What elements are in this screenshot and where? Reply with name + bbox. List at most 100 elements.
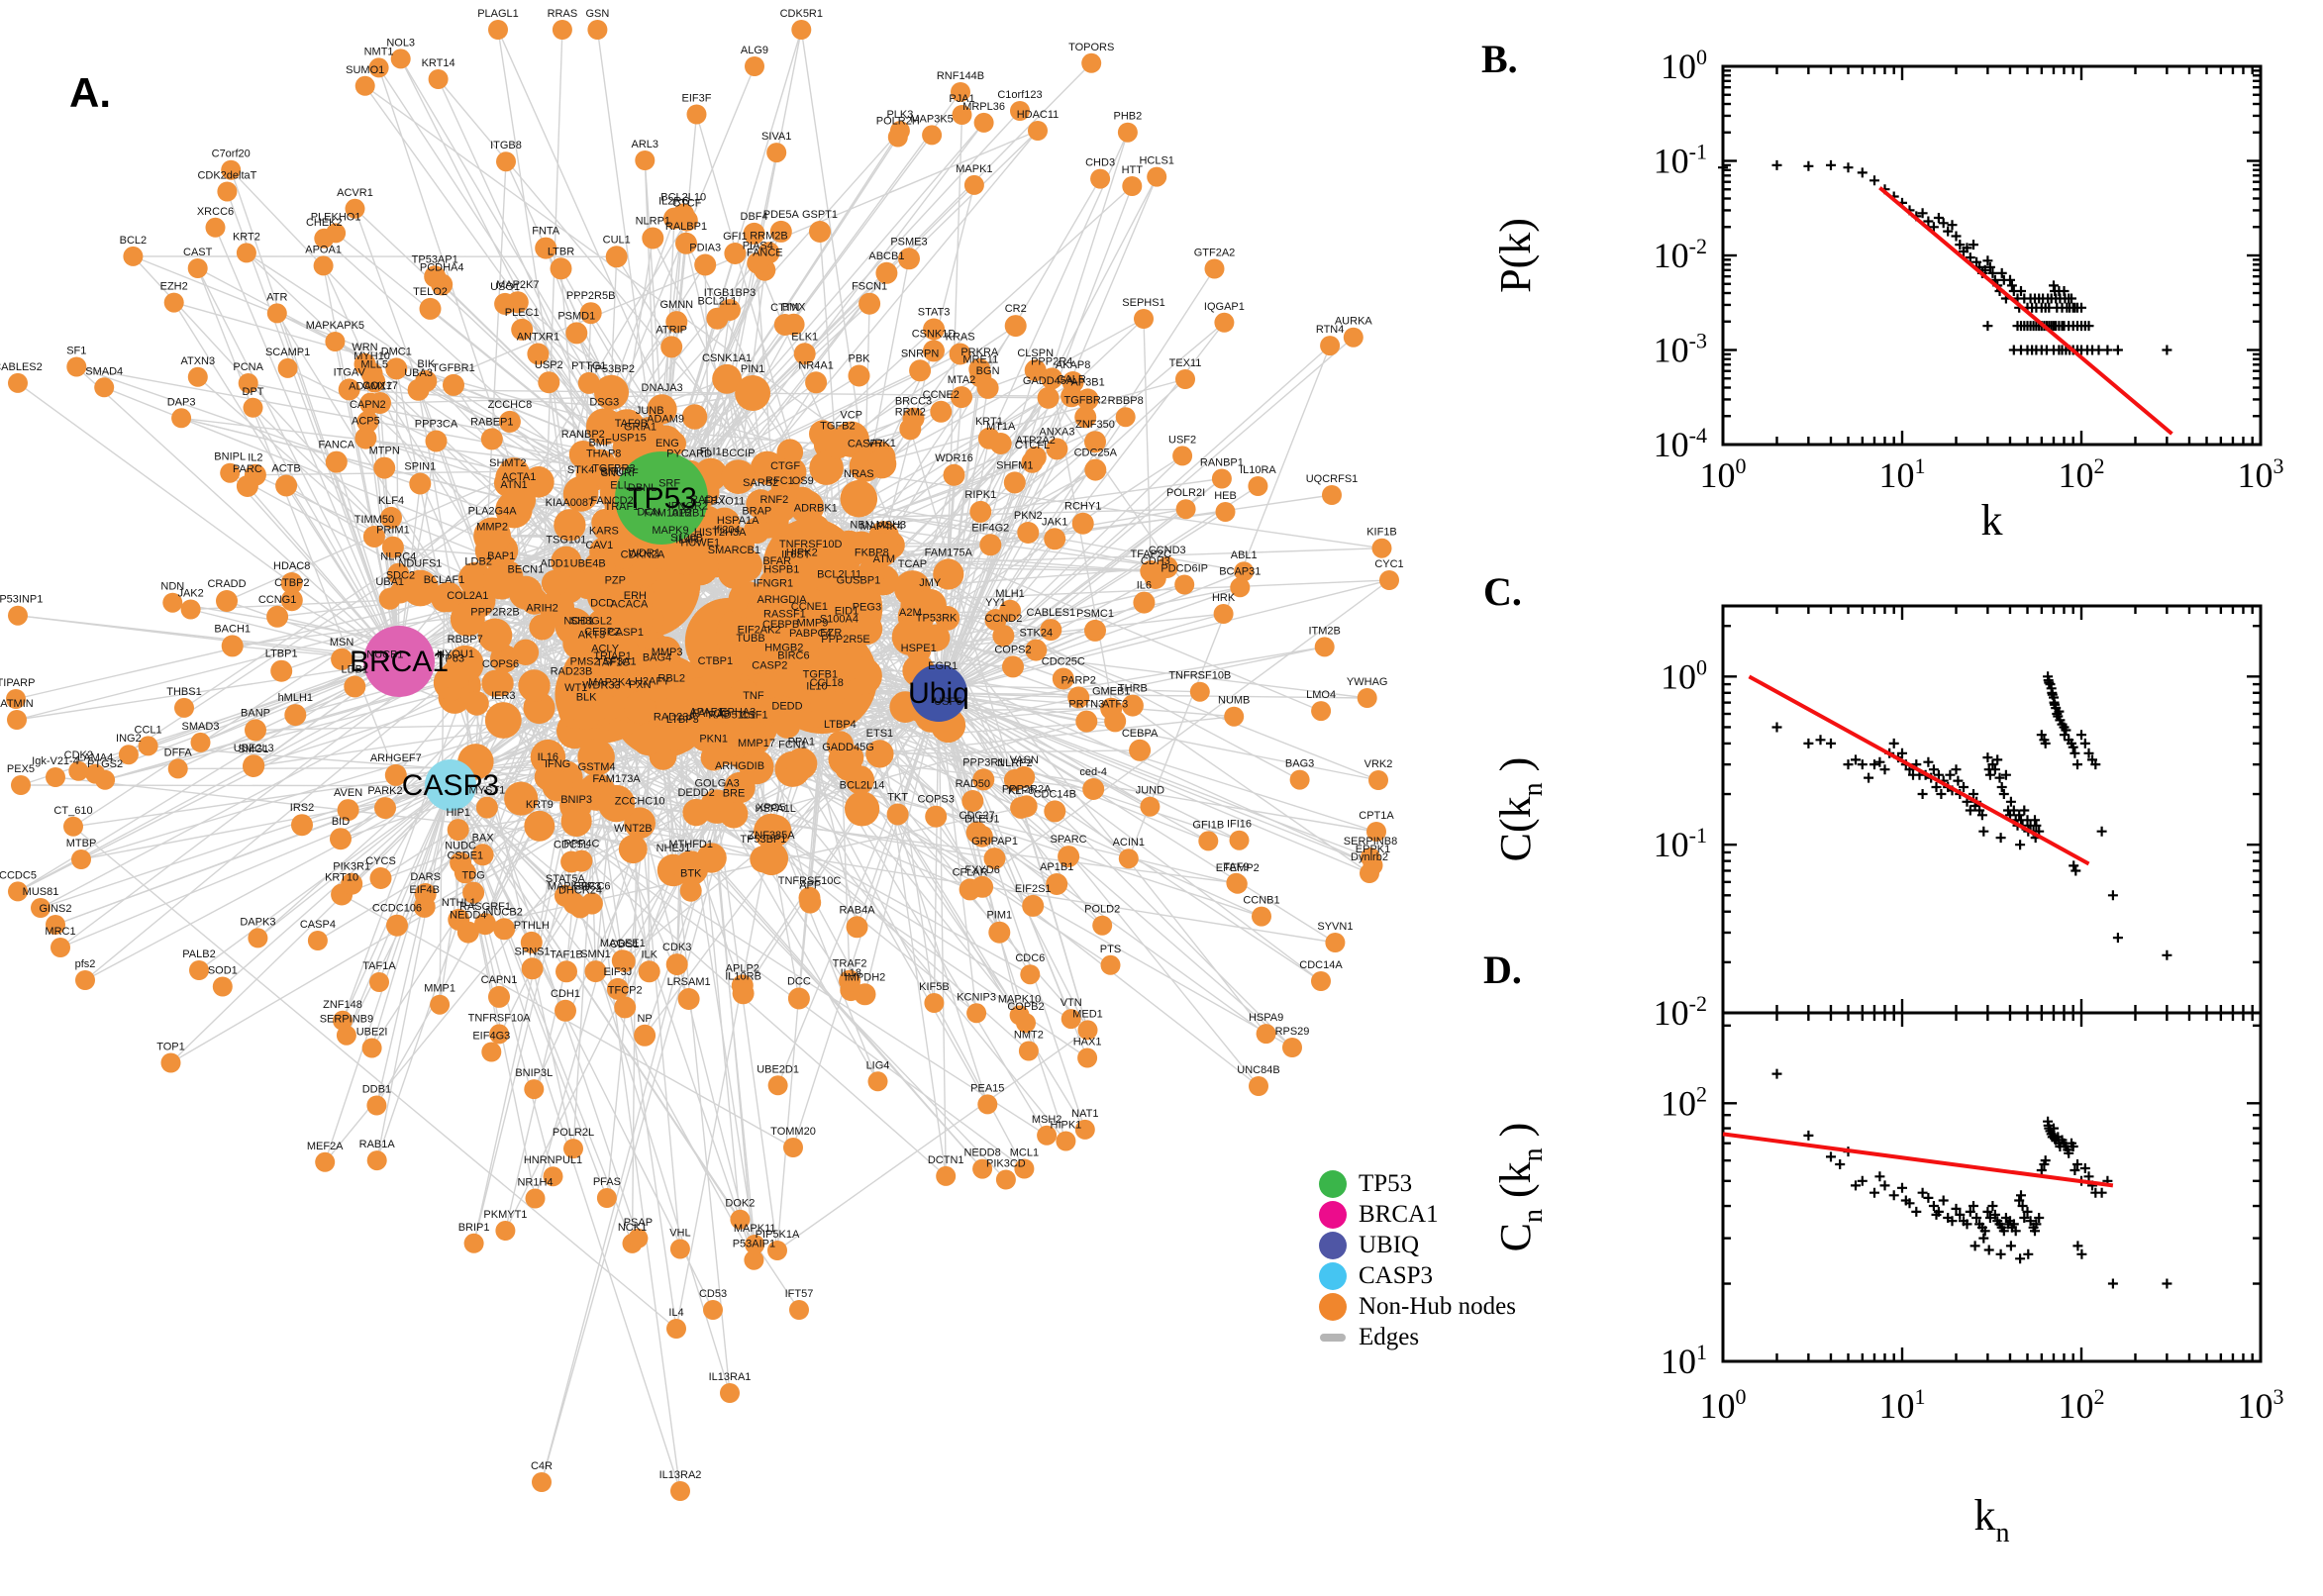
network-edge <box>938 176 1158 694</box>
network-node-label: CDKN2A <box>621 549 665 560</box>
network-node-label: WDR16 <box>935 452 973 464</box>
network-node-label: SPARC <box>1051 834 1087 846</box>
network-edge <box>743 692 940 994</box>
network-node-label: GRIPAP1 <box>971 836 1018 848</box>
legend-item-nonhub: Non-Hub nodes <box>1319 1291 1516 1322</box>
network-edge <box>911 588 1267 1035</box>
network-node-label: LTBR <box>548 246 574 257</box>
network-node-label: KRT1 <box>975 416 1003 428</box>
network-node-label: USF2 <box>1168 434 1196 446</box>
network-node <box>368 57 389 78</box>
network-node <box>1004 315 1027 338</box>
network-node-label: PTTG1 <box>571 360 606 372</box>
network-edge <box>860 377 1053 549</box>
network-node-label: C7orf20 <box>212 149 251 160</box>
network-node <box>961 790 984 812</box>
network-node <box>1061 371 1084 393</box>
network-edge <box>16 660 400 721</box>
x-tick-label: 103 <box>2238 453 2284 495</box>
network-node-label: BCL2L1 <box>698 296 738 308</box>
network-node-label: LAMA4 <box>77 752 113 764</box>
network-node <box>1115 407 1136 428</box>
network-node-label: S100B <box>670 533 703 545</box>
network-node-label: PALB2 <box>182 948 215 960</box>
network-node-label: HNRNPUL1 <box>524 1154 582 1166</box>
network-node-label: FAM101B <box>644 508 691 520</box>
tick-marks <box>1721 1013 2263 1363</box>
network-node-label: DPT <box>243 386 264 398</box>
network-node <box>899 418 922 441</box>
network-node-label: MLL5 <box>360 358 388 370</box>
legend-item-tp53: TP53 <box>1319 1168 1516 1199</box>
network-node <box>1357 688 1377 708</box>
network-node-label: IRS2 <box>290 802 314 814</box>
network-node <box>277 357 298 378</box>
network-node <box>866 449 897 479</box>
network-node <box>8 372 28 393</box>
network-node-label: EPPK1 <box>1356 844 1390 855</box>
network-node-label: NUDC <box>445 841 476 852</box>
network-node <box>493 918 516 941</box>
network-node-label: KARS <box>589 526 619 538</box>
network-node <box>450 601 485 637</box>
network-edge <box>594 970 756 1261</box>
network-node <box>477 618 513 652</box>
network-node <box>1077 1020 1098 1041</box>
network-node-label: BGN <box>976 365 1000 377</box>
network-node-label: NUMB <box>1218 695 1250 707</box>
network-node <box>979 534 1002 556</box>
network-node <box>587 20 608 40</box>
network-node-label: CCNE1 <box>791 601 828 613</box>
x-tick-label: 101 <box>1879 453 1926 495</box>
network-node-label: WDR33 <box>582 679 621 691</box>
network-node <box>1002 655 1024 678</box>
network-node-label: WRN <box>352 342 377 353</box>
network-node <box>541 569 568 597</box>
hub-label-brca1: BRCA1 <box>350 646 449 678</box>
network-node <box>501 483 537 518</box>
network-node <box>552 20 572 40</box>
network-node-label: RANBP1 <box>1200 457 1244 469</box>
network-edge <box>644 756 852 1037</box>
network-node-label: MAPK1 <box>956 163 992 175</box>
network-node-label: USP5 <box>934 696 962 708</box>
network-node-label: TNFRSF10B <box>1168 670 1231 682</box>
network-node <box>1067 686 1090 709</box>
network-node-label: ITGAV <box>334 366 366 378</box>
network-node-label: BRCC3 <box>895 396 932 408</box>
network-node-label: KCNIP3 <box>957 991 996 1003</box>
network-node-label: ANXA3 <box>1039 426 1074 438</box>
network-node <box>337 799 359 822</box>
network-node-label: SHFM1 <box>996 459 1033 471</box>
network-node-label: NUCB2 <box>486 906 523 918</box>
network-node-label: PRKRA <box>960 347 999 358</box>
network-edge <box>200 660 400 744</box>
network-node-label: TNFRSF10D <box>779 539 843 550</box>
network-node-label: PXN <box>629 679 652 691</box>
x-tick-label: 103 <box>2238 1384 2284 1426</box>
network-edge <box>342 784 452 1022</box>
network-node-label: TGFB1 <box>803 669 838 681</box>
network-node <box>1371 538 1392 558</box>
network-node-label: FBXO11 <box>704 496 745 508</box>
network-node-label: RTN4 <box>1316 324 1345 336</box>
legend-item-casp3: CASP3 <box>1319 1260 1516 1291</box>
network-node <box>1058 846 1080 868</box>
network-node-label: RABEP1 <box>470 416 513 428</box>
network-node-label: IQGAP1 <box>1204 301 1245 313</box>
network-edge <box>17 382 400 662</box>
network-edge <box>826 466 1382 549</box>
y-tick-label: 10-1 <box>1654 823 1707 864</box>
network-node <box>759 814 792 848</box>
network-node <box>968 358 991 380</box>
network-edge <box>397 472 515 575</box>
network-node-label: CTCF <box>672 198 702 210</box>
network-node <box>563 1139 583 1159</box>
network-node-label: RBBP8 <box>1108 395 1144 407</box>
network-node <box>670 1481 690 1501</box>
network-edge <box>1128 345 1331 859</box>
network-node <box>1104 710 1127 733</box>
network-node-label: ERH <box>624 590 647 602</box>
network-node-label: ABL1 <box>1231 549 1258 561</box>
network-node-label: ABCB1 <box>868 250 904 262</box>
